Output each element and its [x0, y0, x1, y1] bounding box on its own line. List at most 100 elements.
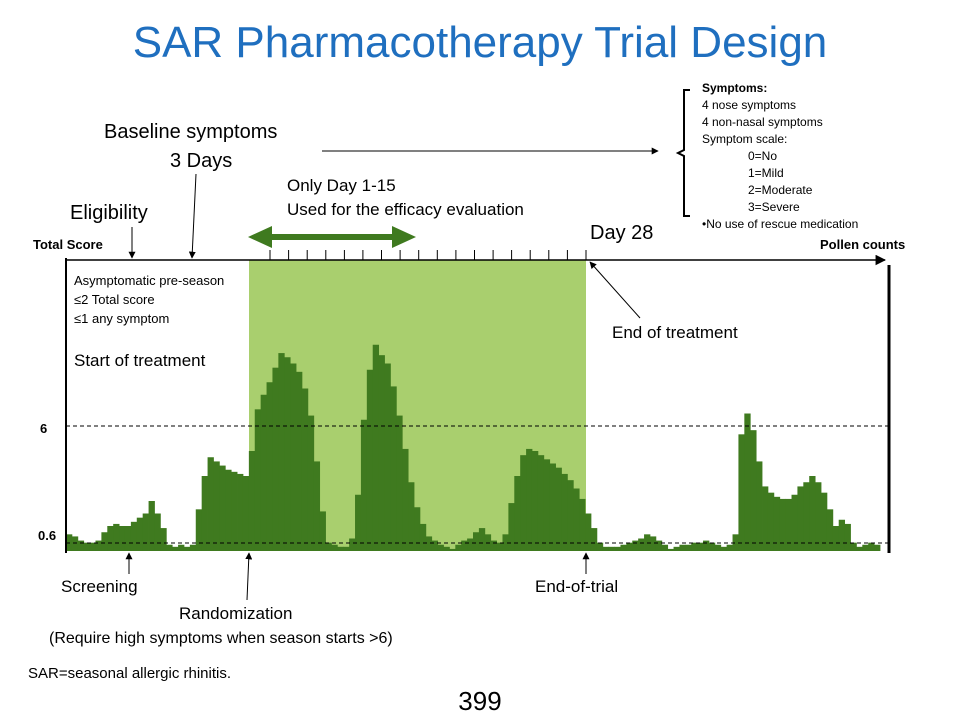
pollen-bar — [242, 476, 250, 551]
scale-item: 0=No — [748, 149, 778, 163]
pollen-bar — [826, 509, 834, 551]
pollen-bar — [697, 542, 704, 551]
pre-season-criterion-2: ≤2 Total score — [74, 292, 155, 307]
pollen-bar — [213, 461, 220, 551]
pollen-bar — [555, 467, 562, 551]
symptom-line: 4 non-nasal symptoms — [702, 115, 823, 129]
randomization-note: (Require high symptoms when season start… — [49, 630, 393, 647]
pollen-bar — [850, 542, 857, 551]
pollen-bar — [614, 546, 621, 551]
pollen-bar — [638, 538, 645, 551]
pollen-bar — [272, 367, 279, 551]
pollen-bar — [349, 538, 356, 551]
pollen-bar — [178, 544, 185, 551]
pollen-bar — [237, 473, 244, 551]
pollen-bar — [195, 509, 203, 551]
pollen-bars — [66, 344, 881, 551]
pollen-bar — [803, 482, 810, 551]
pollen-bar — [661, 544, 669, 551]
day-ticks — [269, 250, 587, 260]
pollen-bar — [313, 461, 321, 551]
pollen-bar — [738, 434, 745, 551]
footnote: SAR=seasonal allergic rhinitis. — [28, 665, 232, 682]
pollen-bar — [767, 492, 775, 551]
pollen-bar — [791, 494, 798, 551]
pollen-bar — [708, 542, 716, 551]
pollen-bar — [549, 463, 556, 551]
pollen-bar — [325, 542, 332, 551]
y-axis-title: Total Score — [33, 237, 103, 252]
baseline-3days-arrow — [188, 173, 197, 259]
pre-season-criterion-3: ≤1 any symptom — [74, 311, 170, 326]
pollen-bar — [402, 448, 409, 551]
symptom-line: Symptom scale: — [702, 132, 788, 146]
pollen-bar — [260, 394, 267, 551]
pollen-bar — [124, 526, 132, 551]
pollen-bar — [514, 476, 521, 551]
symptoms-legend: Symptoms: 4 nose symptoms 4 non-nasal sy… — [702, 80, 858, 233]
pollen-bar — [809, 476, 816, 551]
pollen-bar — [762, 486, 769, 551]
pollen-bar — [331, 544, 338, 551]
pollen-bar — [77, 540, 85, 551]
y-tick-0-6: 0.6 — [38, 528, 57, 543]
pollen-bar — [655, 540, 663, 551]
pollen-bar — [714, 544, 722, 551]
pollen-bar — [449, 548, 456, 551]
pollen-bar — [71, 536, 79, 551]
pollen-bar — [679, 544, 686, 551]
efficacy-window-arrow — [248, 226, 416, 248]
pollen-bar — [343, 546, 350, 551]
rescue-medication-note: •No use of rescue medication — [702, 217, 859, 231]
pollen-bar — [355, 494, 362, 551]
baseline-days-label: 3 Days — [170, 150, 233, 172]
pollen-bar — [531, 451, 539, 551]
pollen-bar — [183, 546, 191, 551]
pollen-bar — [301, 388, 309, 551]
pollen-bar — [490, 540, 497, 551]
pollen-bar — [431, 540, 439, 551]
pollen-bar — [425, 536, 433, 551]
pollen-bar — [154, 513, 161, 551]
pollen-bar — [821, 492, 828, 551]
scale-item: 3=Severe — [748, 200, 800, 214]
pollen-bar — [726, 544, 733, 551]
pollen-bar — [278, 353, 285, 551]
pollen-bar — [685, 544, 692, 551]
pollen-bar — [408, 482, 415, 551]
pollen-bar — [673, 546, 680, 551]
pollen-bar — [543, 459, 551, 551]
pollen-bar — [455, 544, 462, 551]
screening-label: Screening — [61, 577, 138, 596]
randomization-label: Randomization — [179, 604, 293, 623]
randomization-arrow — [245, 552, 253, 601]
pollen-bar — [573, 488, 580, 551]
end-of-trial-label: End-of-trial — [535, 577, 619, 596]
page-number: 399 — [458, 686, 502, 716]
pollen-bar — [868, 542, 875, 551]
pollen-bar — [89, 542, 96, 551]
pollen-bar — [838, 519, 846, 551]
pollen-bar — [502, 534, 509, 551]
pollen-bar — [596, 542, 604, 551]
pollen-bar — [561, 473, 568, 551]
pollen-bar — [378, 355, 385, 551]
pollen-bar — [478, 528, 486, 551]
pollen-bar — [148, 501, 155, 551]
symptoms-brace — [675, 89, 690, 217]
baseline-label: Baseline symptoms — [104, 121, 278, 143]
end-of-treatment-label: End of treatment — [612, 323, 738, 342]
pollen-bar — [113, 523, 120, 551]
pollen-bar — [160, 528, 167, 551]
pollen-bar — [567, 480, 574, 551]
pollen-bar — [750, 430, 757, 551]
symptoms-heading: Symptoms: — [702, 81, 768, 95]
pollen-bar — [691, 542, 698, 551]
pollen-bar — [201, 476, 208, 551]
pollen-bar — [130, 521, 138, 551]
pollen-bar — [608, 546, 615, 551]
pollen-bar — [284, 357, 291, 551]
pollen-bar — [360, 419, 368, 551]
pollen-bar — [119, 526, 126, 551]
